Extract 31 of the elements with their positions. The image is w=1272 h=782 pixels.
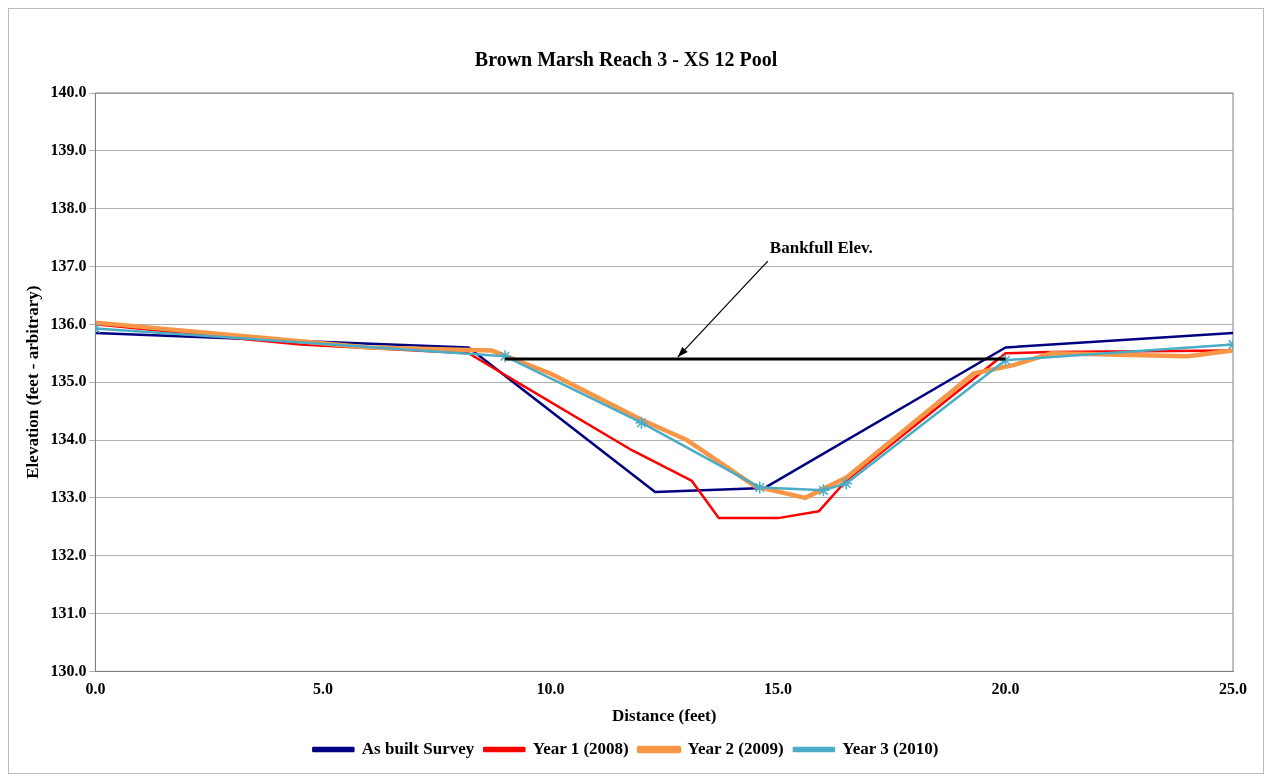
x-tick-label: 25.0	[1219, 680, 1247, 698]
y-tick-label: 139.0	[50, 140, 87, 158]
point	[753, 480, 767, 495]
point	[816, 483, 831, 498]
x-tick-label: 20.0	[991, 680, 1020, 698]
y-tick-label: 140.0	[50, 83, 87, 101]
y-axis-title: Elevation (feet - arbitrary)	[22, 285, 42, 479]
y-tick-label: 135.0	[50, 372, 87, 390]
chart-title: Brown Marsh Reach 3 - XS 12 Pool	[474, 48, 778, 71]
y-tick-label: 138.0	[50, 198, 87, 216]
y-tick-label: 131.0	[50, 603, 87, 621]
annotation: Bankfull Elev.	[769, 237, 873, 257]
point	[839, 476, 853, 491]
x-axis-title: Distance (feet)	[612, 706, 717, 726]
point	[498, 349, 512, 363]
point	[634, 415, 649, 430]
legend-label: As built Survey	[361, 738, 475, 758]
y-tick-label: 132.0	[50, 545, 87, 563]
legend-label: Year 1 (2008)	[532, 738, 629, 758]
x-tick-label: 5.0	[312, 680, 333, 698]
y-tick-label: 136.0	[50, 314, 87, 332]
legend-label: Year 2 (2009)	[687, 738, 784, 758]
y-tick-label: 137.0	[50, 256, 87, 274]
y-tick-label: 133.0	[50, 488, 87, 506]
x-tick-label: 15.0	[763, 680, 792, 698]
legend-label: Year 3 (2010)	[842, 738, 939, 758]
y-tick-label: 130.0	[50, 661, 87, 679]
x-tick-label: 0.0	[85, 680, 106, 698]
y-tick-label: 134.0	[50, 430, 87, 448]
point	[998, 353, 1013, 367]
x-tick-label: 10.0	[536, 680, 565, 698]
